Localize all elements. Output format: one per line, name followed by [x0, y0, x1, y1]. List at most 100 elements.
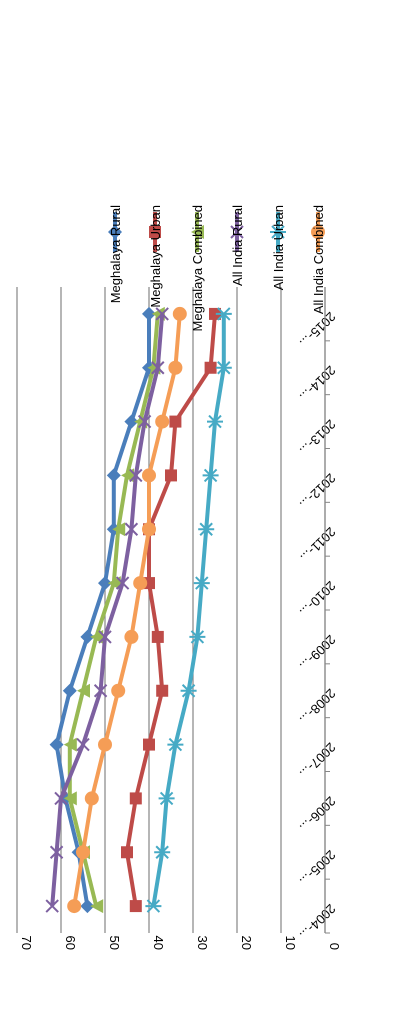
data-point [145, 899, 162, 913]
y-tick-label: 60 [63, 936, 78, 950]
data-point [121, 468, 134, 483]
data-point [129, 468, 143, 483]
data-point [215, 361, 232, 375]
legend-item: Meghalaya Urban [148, 205, 163, 308]
x-axis-ticks: 2004-... 2005-... 2006-... 2007-... 2008-...… [297, 287, 339, 943]
series-meghalaya-rural [49, 306, 156, 914]
data-point [198, 522, 215, 536]
data-point [129, 792, 142, 805]
x-tick-label: 2013-... [297, 417, 339, 459]
legend-label: All India Rural [230, 205, 245, 286]
series-all-india-urban [145, 307, 232, 913]
y-tick-label: 30 [195, 936, 210, 950]
data-point [45, 899, 59, 913]
legend-marker [270, 225, 286, 239]
data-point [106, 468, 121, 483]
series-all-india-combined [67, 306, 187, 914]
data-point [180, 684, 197, 698]
data-point [137, 414, 152, 429]
data-point [168, 360, 183, 375]
data-point [158, 791, 175, 806]
series-line [50, 313, 165, 907]
legend-marker [311, 225, 325, 239]
x-tick-label: 2008-... [297, 686, 339, 728]
legend-label: All India Combined [311, 205, 326, 314]
x-tick-label: 2014-... [297, 363, 339, 405]
data-point [156, 684, 169, 697]
series-line [54, 313, 151, 907]
data-point [112, 522, 126, 537]
series-line [125, 313, 217, 907]
legend-item: Meghalaya Combined [190, 205, 205, 331]
y-tick-label: 0 [327, 943, 342, 950]
data-point [207, 414, 223, 429]
y-tick-label: 50 [107, 936, 122, 950]
data-point [169, 415, 182, 428]
legend-item: All India Rural [230, 205, 245, 286]
data-point [121, 846, 133, 859]
data-point [142, 522, 156, 537]
data-point [142, 468, 156, 483]
data-point [189, 630, 206, 644]
series-line [67, 313, 160, 907]
x-tick-label: 2010-... [297, 578, 339, 620]
x-tick-label: 2015-... [297, 309, 339, 351]
series-line [72, 313, 182, 907]
legend-label: Meghalaya Combined [190, 205, 205, 331]
legend-item: Meghalaya Rural [108, 205, 123, 303]
data-point [129, 900, 142, 913]
x-tick-label: 2004-... [297, 901, 339, 943]
x-tick-label: 2006-... [297, 793, 339, 835]
data-point [76, 737, 90, 752]
series-layer [45, 306, 232, 914]
legend-marker [230, 225, 244, 239]
x-tick-label: 2011-... [298, 524, 339, 565]
data-point [133, 576, 148, 591]
data-point [111, 683, 126, 698]
data-point [204, 361, 217, 374]
series-line [151, 313, 226, 907]
data-point [115, 576, 130, 590]
data-point [49, 737, 64, 752]
y-tick-label: 70 [19, 936, 34, 950]
data-point [142, 306, 156, 321]
legend-label: All India Urban [271, 205, 286, 290]
legend-marker [149, 226, 161, 238]
data-point [167, 737, 184, 752]
x-tick-label: 2005-... [297, 847, 339, 889]
data-point [98, 576, 112, 591]
data-point [80, 899, 95, 914]
x-tick-label: 2007-... [297, 740, 339, 782]
data-point [93, 684, 108, 698]
y-tick-label: 40 [151, 936, 166, 950]
data-point [143, 738, 155, 751]
y-tick-label: 20 [239, 936, 254, 950]
data-point [165, 469, 177, 482]
y-tick-label: 10 [283, 936, 298, 950]
y-axis-ticks: 0 10 20 30 40 50 60 70 [19, 936, 342, 950]
data-point [193, 576, 210, 590]
data-point [76, 845, 90, 860]
legend-marker [108, 225, 122, 239]
data-point [124, 414, 139, 429]
data-point [98, 630, 112, 644]
data-point [151, 630, 164, 643]
data-point [202, 468, 219, 483]
data-point [107, 576, 121, 591]
data-point [80, 629, 95, 644]
data-point [77, 683, 90, 698]
x-tick-label: 2009-... [297, 632, 339, 674]
data-point [155, 307, 169, 321]
data-point [49, 845, 64, 859]
data-point [154, 845, 171, 859]
data-point [151, 361, 165, 375]
data-point [67, 899, 82, 914]
x-tick-label: 2012-... [297, 470, 339, 512]
data-point [98, 737, 112, 752]
legend: Meghalaya Rural Meghalaya Urban Meghalaya … [108, 205, 326, 331]
legend-item: All India Combined [311, 205, 326, 314]
data-point [124, 629, 139, 644]
data-point [124, 522, 139, 536]
data-point [63, 791, 77, 806]
data-point [84, 791, 99, 806]
